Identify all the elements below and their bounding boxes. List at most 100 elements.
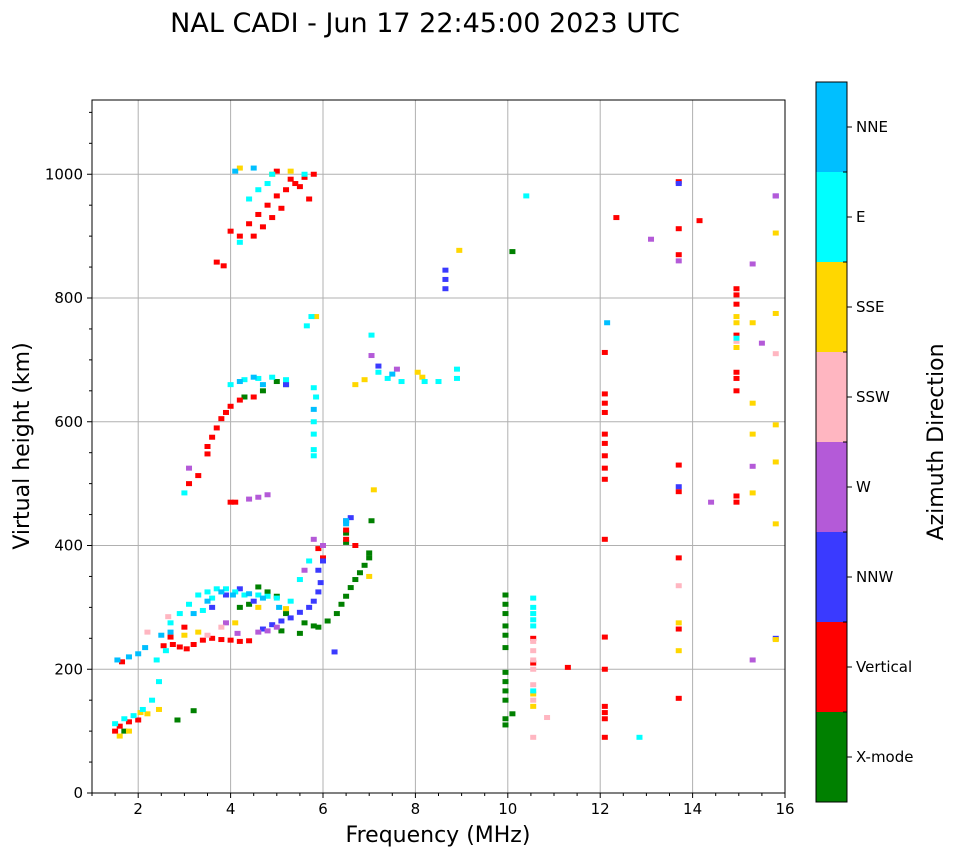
data-point-nnw — [283, 382, 290, 388]
data-point-nnw — [315, 589, 322, 595]
data-point-x-mode — [333, 611, 340, 617]
data-point-x-mode — [502, 601, 509, 607]
data-point-nne — [158, 632, 165, 638]
data-point-nne — [167, 629, 174, 635]
chart-title: NAL CADI - Jun 17 22:45:00 2023 UTC — [170, 8, 680, 39]
data-point-sse — [370, 487, 377, 493]
y-tick-label: 200 — [54, 660, 83, 678]
data-point-ssw — [733, 338, 740, 344]
data-point-w — [758, 340, 765, 346]
data-point-e — [530, 604, 537, 610]
data-point-vertical — [601, 400, 608, 406]
data-point-vertical — [601, 634, 608, 640]
data-point-nnw — [331, 649, 338, 655]
data-point-vertical — [613, 215, 620, 221]
data-point-e — [176, 611, 183, 617]
data-point-ssw — [218, 624, 225, 630]
data-point-vertical — [269, 215, 276, 221]
data-point-w — [222, 620, 229, 626]
data-point-vertical — [250, 394, 257, 400]
data-point-vertical — [301, 174, 308, 180]
data-point-vertical — [278, 205, 285, 211]
data-point-w — [749, 261, 756, 267]
data-point-x-mode — [368, 518, 375, 524]
data-point-x-mode — [278, 628, 285, 634]
data-point-vertical — [222, 409, 229, 415]
data-point-x-mode — [352, 577, 359, 583]
data-point-x-mode — [283, 611, 290, 617]
data-point-nnw — [315, 567, 322, 573]
data-point-e — [435, 379, 442, 385]
data-point-e — [255, 375, 262, 381]
data-point-nnw — [675, 484, 682, 490]
data-point-nne — [250, 165, 257, 171]
data-point-vertical — [564, 664, 571, 670]
data-point-nnw — [320, 558, 326, 564]
data-point-e — [283, 377, 290, 383]
data-point-e — [186, 601, 193, 607]
data-point-vertical — [273, 193, 280, 199]
data-point-e — [149, 697, 156, 703]
data-point-nnw — [347, 515, 354, 521]
data-point-vertical — [213, 259, 220, 265]
data-point-x-mode — [338, 601, 345, 607]
data-point-nnw — [442, 276, 449, 282]
data-point-nnw — [222, 592, 229, 598]
data-point-e — [530, 688, 537, 694]
data-point-sse — [772, 459, 779, 465]
data-point-vertical — [733, 292, 740, 298]
data-point-w — [255, 494, 262, 500]
data-point-vertical — [601, 476, 608, 482]
data-point-nne — [142, 645, 149, 651]
data-point-e — [130, 713, 137, 719]
data-point-e — [733, 335, 740, 341]
data-point-ssw — [544, 715, 551, 721]
data-point-e — [209, 595, 216, 601]
data-point-vertical — [227, 637, 234, 643]
data-point-vertical — [601, 703, 608, 709]
data-point-e — [636, 734, 643, 740]
data-point-w — [186, 465, 193, 471]
data-point-nnw — [317, 580, 324, 586]
data-point-vertical — [601, 734, 608, 740]
data-point-vertical — [352, 543, 359, 548]
data-point-x-mode — [324, 618, 331, 624]
data-point-w — [264, 492, 271, 498]
data-point-sse — [125, 728, 132, 734]
data-point-nne — [343, 521, 350, 527]
data-point-x-mode — [264, 589, 271, 595]
data-point-e — [236, 239, 243, 245]
data-point-x-mode — [361, 562, 368, 568]
data-point-vertical — [306, 196, 313, 202]
data-point-w — [234, 630, 241, 636]
data-point-x-mode — [502, 688, 509, 694]
data-point-sse — [530, 703, 537, 709]
data-point-e — [241, 377, 248, 383]
colorbar-segment — [816, 172, 847, 262]
x-tick-label: 6 — [318, 800, 328, 818]
data-point-vertical — [112, 728, 119, 734]
y-tick-label: 0 — [73, 784, 83, 802]
x-tick-label: 16 — [775, 800, 794, 818]
data-point-sse — [144, 711, 151, 717]
data-point-vertical — [273, 168, 280, 174]
data-point-nne — [218, 589, 225, 595]
data-point-vertical — [204, 444, 211, 449]
data-point-e — [227, 382, 234, 388]
data-point-vertical — [236, 638, 243, 644]
data-point-sse — [313, 314, 320, 320]
data-point-vertical — [601, 710, 608, 716]
data-point-e — [306, 558, 313, 564]
colorbar-segment — [816, 82, 847, 172]
data-point-nne — [114, 657, 121, 663]
data-point-e — [310, 447, 317, 453]
data-point-ssw — [530, 734, 537, 740]
y-tick-label: 600 — [54, 413, 83, 431]
data-point-vertical — [733, 493, 740, 499]
data-point-x-mode — [502, 722, 509, 728]
data-point-e — [310, 453, 317, 459]
data-point-vertical — [733, 388, 740, 394]
data-point-sse — [232, 620, 239, 626]
data-point-e — [162, 648, 169, 654]
